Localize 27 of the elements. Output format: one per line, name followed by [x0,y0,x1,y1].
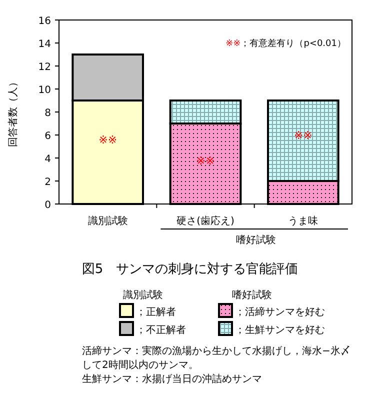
y-tick-label: 6 [44,131,51,142]
text: 識別試験 [123,289,163,301]
legend-label: ；正解者 [136,306,176,318]
text: 活締サンマ：実際の漁場から生かして水揚げし，海水−氷〆して2時間以内のサンマ。 [82,345,350,371]
y-tick-label: 4 [44,154,51,165]
y-tick-label: 10 [38,85,51,96]
annotation: ※※ [98,134,118,147]
legend-label: ；不正解者 [136,324,186,336]
annotation: ※※ [294,129,312,142]
y-tick-label: 16 [38,16,51,27]
text: 嗜好試験 [232,289,272,301]
x-tick-label: 識別試験 [88,215,128,227]
y-tick-label: 12 [38,62,51,73]
legend-label: ；生鮮サンマを好む [235,324,325,336]
x-tick-label: うま味 [288,215,318,227]
y-axis-title: 回答者数（人） [7,77,19,147]
y-tick-label: 0 [44,200,51,211]
text: 図5 サンマの刺身に対する官能評価 [82,261,298,277]
legend-label: ；活締サンマを好む [235,306,325,318]
x-tick-label: 硬さ(歯応え) [176,215,234,227]
text: 嗜好試験 [236,234,276,246]
text: 生鮮サンマ：水揚げ当日の沖詰めサンマ [82,373,262,385]
y-tick-label: 14 [38,39,51,50]
annotation: ※※ [196,154,215,168]
y-tick-label: 8 [44,108,51,119]
y-tick-label: 2 [44,177,51,188]
annotation: ※※；有意差有り（p<0.01） [226,38,346,49]
